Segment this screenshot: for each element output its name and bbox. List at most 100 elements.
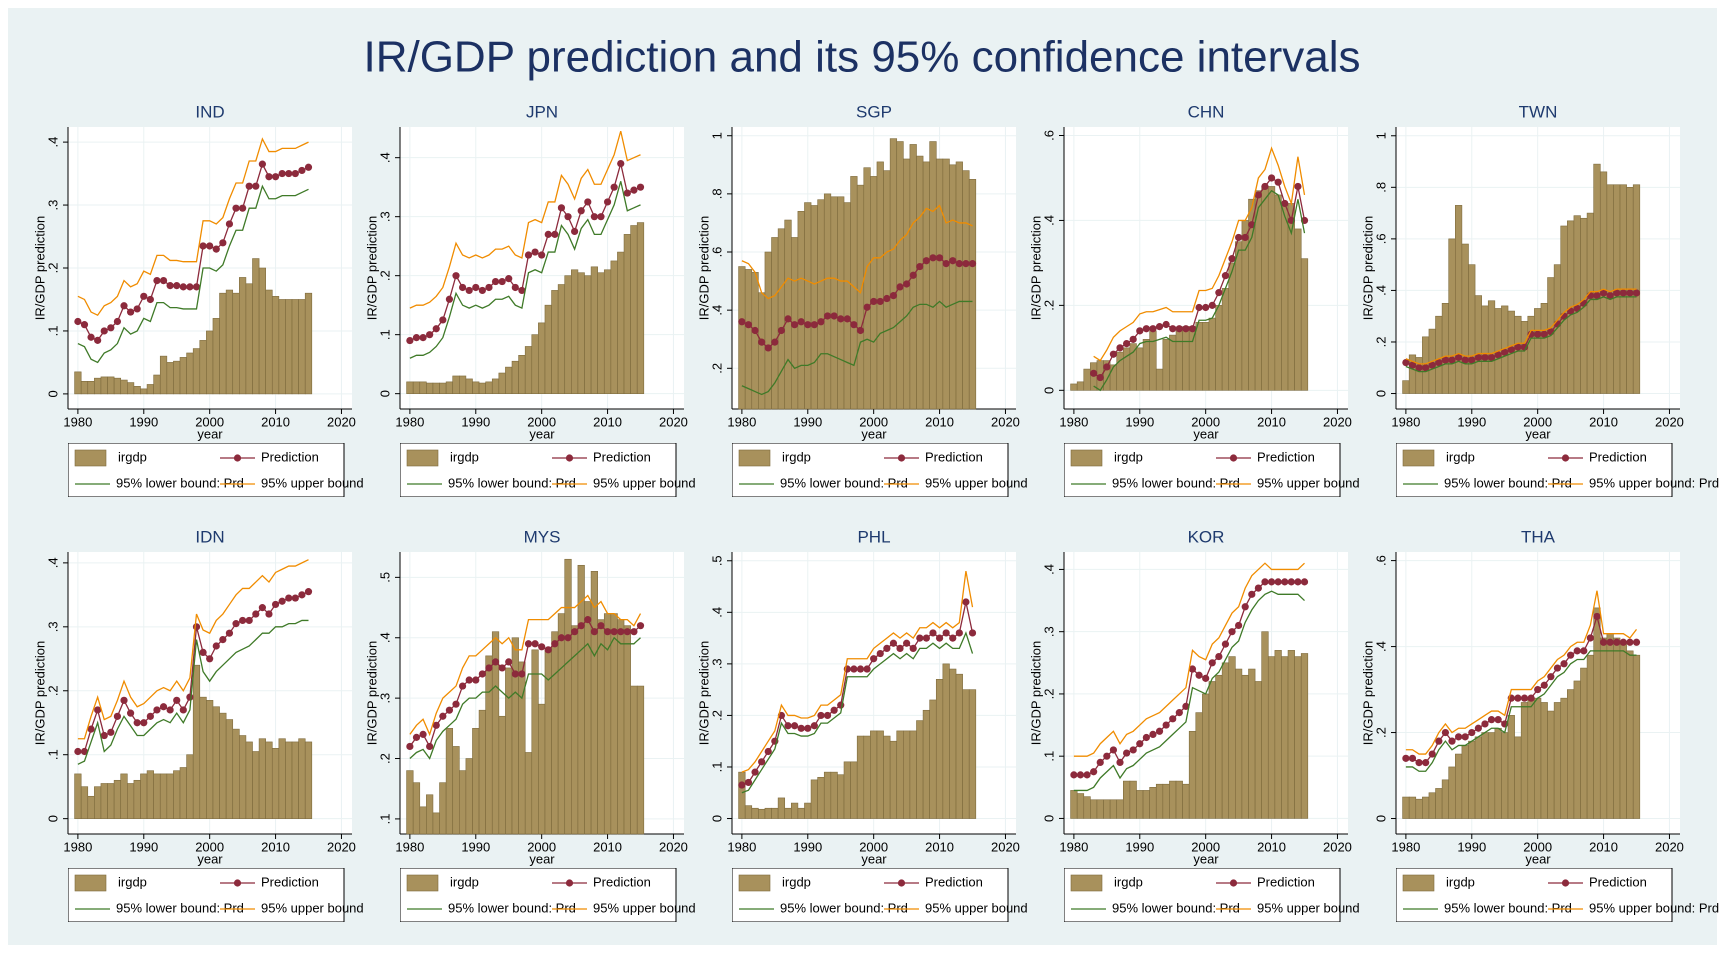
y-tick-label: .2 <box>1373 727 1388 738</box>
x-tick-label: 2000 <box>1523 414 1552 429</box>
bar <box>153 374 161 395</box>
marker <box>870 655 878 663</box>
bar <box>1553 264 1562 394</box>
marker <box>1441 728 1450 737</box>
marker <box>524 251 533 259</box>
marker <box>107 324 115 332</box>
x-axis-label: year <box>1193 426 1219 441</box>
legend-label: irgdp <box>782 449 811 464</box>
marker <box>896 644 904 653</box>
bar <box>1455 205 1463 394</box>
marker <box>935 634 944 642</box>
series-line <box>1093 146 1306 362</box>
bar <box>617 619 625 835</box>
bar <box>1221 662 1230 819</box>
panel: IND 0 .1 .2 .3 .4 1980 1990 2000 2010 2020 year IR/G… <box>32 102 364 497</box>
bar <box>636 222 645 394</box>
y-tick-label: .4 <box>1041 215 1056 226</box>
legend-box <box>1396 868 1673 922</box>
marker <box>758 758 766 766</box>
marker <box>603 628 612 636</box>
legend-label: irgdp <box>118 449 147 464</box>
bar <box>1267 186 1276 391</box>
x-tick-label: 2020 <box>1323 839 1352 854</box>
bar <box>524 752 533 835</box>
bar <box>1435 315 1443 394</box>
legend: irgdp Prediction 95% lower bound: Prd 95% u… <box>68 868 391 922</box>
marker <box>617 159 625 168</box>
bar <box>179 767 187 819</box>
bar <box>1149 330 1157 391</box>
bar <box>850 761 858 819</box>
marker <box>426 331 434 339</box>
marker <box>623 189 631 197</box>
bar <box>636 685 645 835</box>
marker <box>432 325 440 333</box>
bar <box>1422 796 1430 819</box>
marker <box>498 664 506 672</box>
bar <box>1428 792 1436 819</box>
bar <box>935 679 944 819</box>
marker <box>1487 716 1496 724</box>
marker <box>1109 350 1118 358</box>
bar <box>968 179 977 410</box>
bar <box>140 773 148 819</box>
series-line <box>1093 189 1306 392</box>
marker <box>1202 303 1210 312</box>
marker <box>1468 728 1476 737</box>
y-tick-label: .2 <box>45 685 60 696</box>
legend: irgdp Prediction 95% lower bound: Prd 95% u… <box>400 443 696 497</box>
marker <box>232 204 240 212</box>
marker <box>738 318 746 326</box>
marker <box>1448 356 1456 364</box>
marker <box>1261 578 1269 586</box>
marker <box>472 676 480 684</box>
marker <box>1428 361 1436 369</box>
y-tick-label: .6 <box>709 247 724 258</box>
bar <box>518 355 526 394</box>
x-tick-label: 2020 <box>991 839 1020 854</box>
bar <box>1136 347 1144 391</box>
y-tick-label: .2 <box>709 710 724 721</box>
marker <box>744 778 753 787</box>
bar <box>1162 339 1170 391</box>
bar <box>1123 780 1131 819</box>
marker <box>1155 323 1164 331</box>
marker <box>1534 330 1542 338</box>
legend-marker <box>1561 879 1570 887</box>
bar <box>412 782 421 835</box>
bar <box>1267 656 1276 819</box>
bar <box>278 299 286 395</box>
bar <box>870 730 878 819</box>
bar <box>478 709 486 835</box>
bar <box>80 786 89 819</box>
bar <box>1567 689 1575 819</box>
x-tick-label: 1980 <box>63 839 92 854</box>
legend-label: Prediction <box>1257 874 1315 889</box>
marker <box>1228 628 1236 636</box>
marker <box>1448 737 1456 745</box>
legend-label: 95% upper bound: Prd <box>261 900 391 915</box>
marker <box>94 336 102 344</box>
legend-label: 95% lower bound: Prd <box>448 900 576 915</box>
marker <box>206 242 214 250</box>
marker <box>1215 289 1223 297</box>
bar <box>1274 650 1282 819</box>
legend-label: irgdp <box>118 874 147 889</box>
x-tick-label: 1980 <box>395 839 424 854</box>
legend-label: 95% lower bound: Prd <box>1112 900 1240 915</box>
marker <box>1149 325 1157 333</box>
panel: PHL 0 .1 .2 .3 .4 .5 1980 1990 2000 2010 2020 year IR… <box>696 527 1028 922</box>
marker <box>505 658 513 666</box>
marker <box>817 318 825 326</box>
bar <box>485 381 493 394</box>
legend-marker <box>897 879 906 887</box>
marker <box>597 622 605 630</box>
bar <box>298 738 306 819</box>
bar <box>127 783 135 819</box>
bar <box>432 812 440 835</box>
legend-box <box>1396 443 1673 497</box>
y-axis-label: IR/GDP prediction <box>364 216 379 321</box>
bar <box>173 770 181 819</box>
